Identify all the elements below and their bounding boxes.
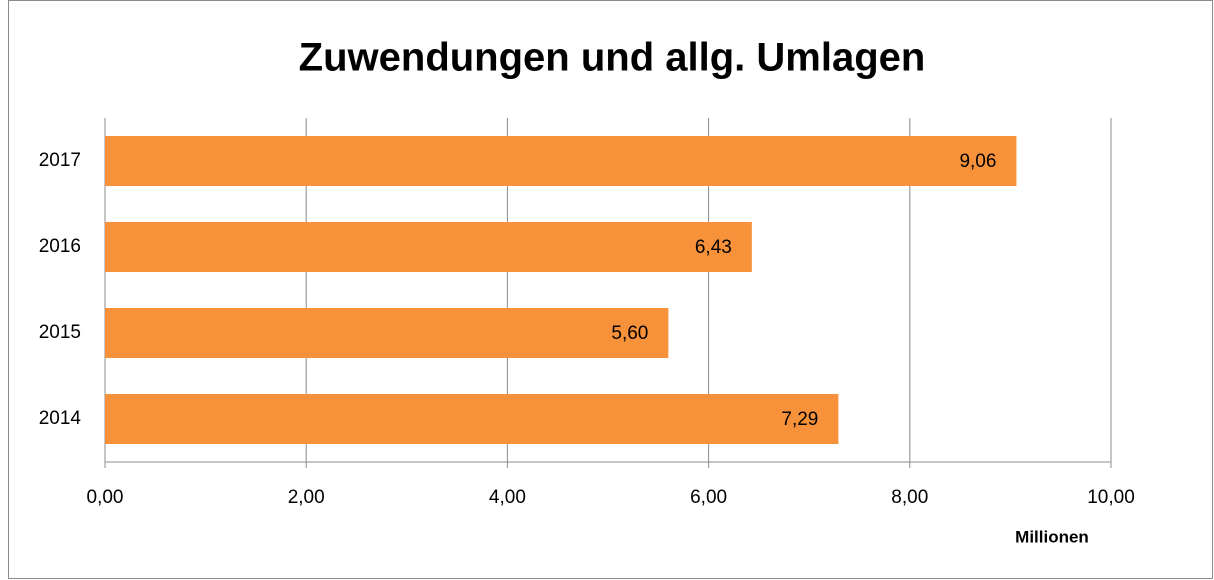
- x-tick-label: 10,00: [1087, 487, 1135, 508]
- y-tick-label: 2015: [39, 322, 81, 343]
- y-tick-label: 2016: [39, 236, 81, 257]
- x-tick-label: 4,00: [489, 487, 526, 508]
- value-label: 6,43: [695, 237, 732, 258]
- x-tick-label: 6,00: [690, 487, 727, 508]
- x-tick-label: 0,00: [87, 487, 124, 508]
- bar: [105, 136, 1017, 186]
- x-tick-label: 8,00: [891, 487, 928, 508]
- axis-unit-label: Millionen: [1015, 527, 1089, 546]
- value-label: 9,06: [959, 151, 996, 172]
- bar: [105, 222, 752, 272]
- chart-border: [8, 0, 1213, 579]
- chart-title: Zuwendungen und allg. Umlagen: [299, 36, 926, 80]
- x-tick-label: 2,00: [288, 487, 325, 508]
- y-tick-label: 2017: [39, 150, 81, 171]
- y-tick-label: 2014: [39, 408, 82, 429]
- value-label: 5,60: [611, 323, 648, 344]
- bar: [105, 308, 669, 358]
- bar: [105, 394, 839, 444]
- value-label: 7,29: [781, 409, 818, 430]
